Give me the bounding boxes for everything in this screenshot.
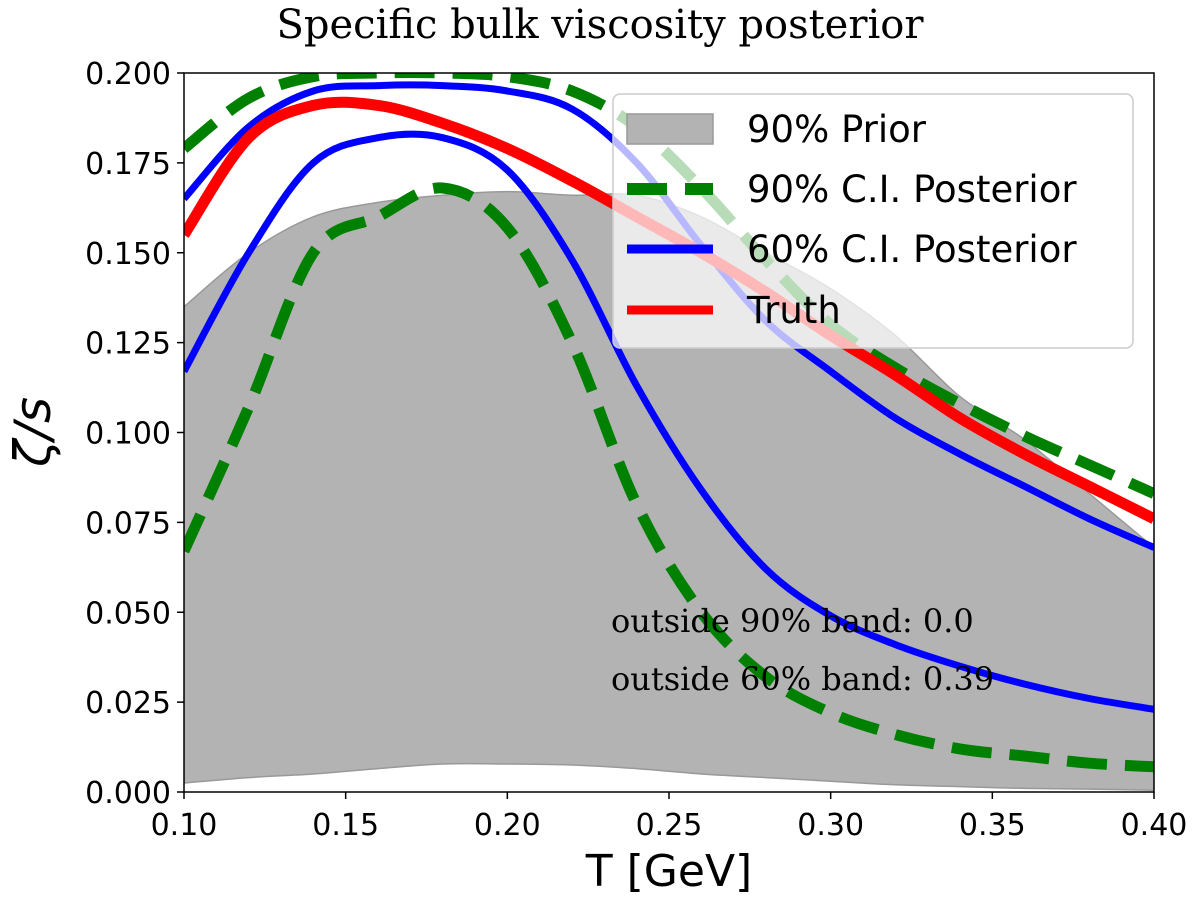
annotation-outside-60: outside 60% band: 0.39 xyxy=(611,660,994,698)
x-tick-label: 0.20 xyxy=(474,808,541,843)
x-axis-label: T [GeV] xyxy=(585,846,752,897)
legend-box xyxy=(612,93,1134,349)
60-c-i-posterior-lower-line xyxy=(184,130,1154,713)
legend-label-truth: Truth xyxy=(746,289,841,332)
x-tick-label: 0.10 xyxy=(151,808,218,843)
y-tick-label: 0.075 xyxy=(85,506,171,541)
legend-label-90-prior: 90% Prior xyxy=(747,108,927,151)
y-tick-label: 0.175 xyxy=(85,147,171,182)
y-axis: 0.000 0.025 0.050 0.075 0.100 0.125 0.150 0.175… xyxy=(85,57,184,811)
y-tick-label: 0.050 xyxy=(85,596,171,631)
x-tick-label: 0.30 xyxy=(797,808,864,843)
x-tick-label: 0.25 xyxy=(636,808,703,843)
y-axis-label: ζ/s xyxy=(4,397,62,468)
chart-title: Specific bulk viscosity posterior xyxy=(277,2,925,48)
y-tick-label: 0.200 xyxy=(85,57,171,92)
y-tick-label: 0.150 xyxy=(85,237,171,272)
legend: 90% Prior 90% C.I. Posterior 60% C.I. Post… xyxy=(612,93,1134,349)
y-tick-label: 0.125 xyxy=(85,327,171,362)
annotation-outside-90: outside 90% band: 0.0 xyxy=(611,602,974,640)
legend-label-60-c-i-posterior: 60% C.I. Posterior xyxy=(747,228,1077,271)
y-tick-label: 0.025 xyxy=(85,686,171,721)
x-tick-label: 0.15 xyxy=(312,808,379,843)
legend-swatch-90-prior xyxy=(626,113,714,145)
x-tick-label: 0.35 xyxy=(959,808,1026,843)
x-axis: 0.10 0.15 0.20 0.25 0.30 0.35 0.40 xyxy=(151,792,1188,843)
legend-label-90-c-i-posterior: 90% C.I. Posterior xyxy=(747,168,1077,211)
y-tick-label: 0.000 xyxy=(85,776,171,811)
90-c-i-posterior-lower-line xyxy=(184,182,1154,773)
x-tick-label: 0.40 xyxy=(1121,808,1188,843)
y-tick-label: 0.100 xyxy=(85,417,171,452)
